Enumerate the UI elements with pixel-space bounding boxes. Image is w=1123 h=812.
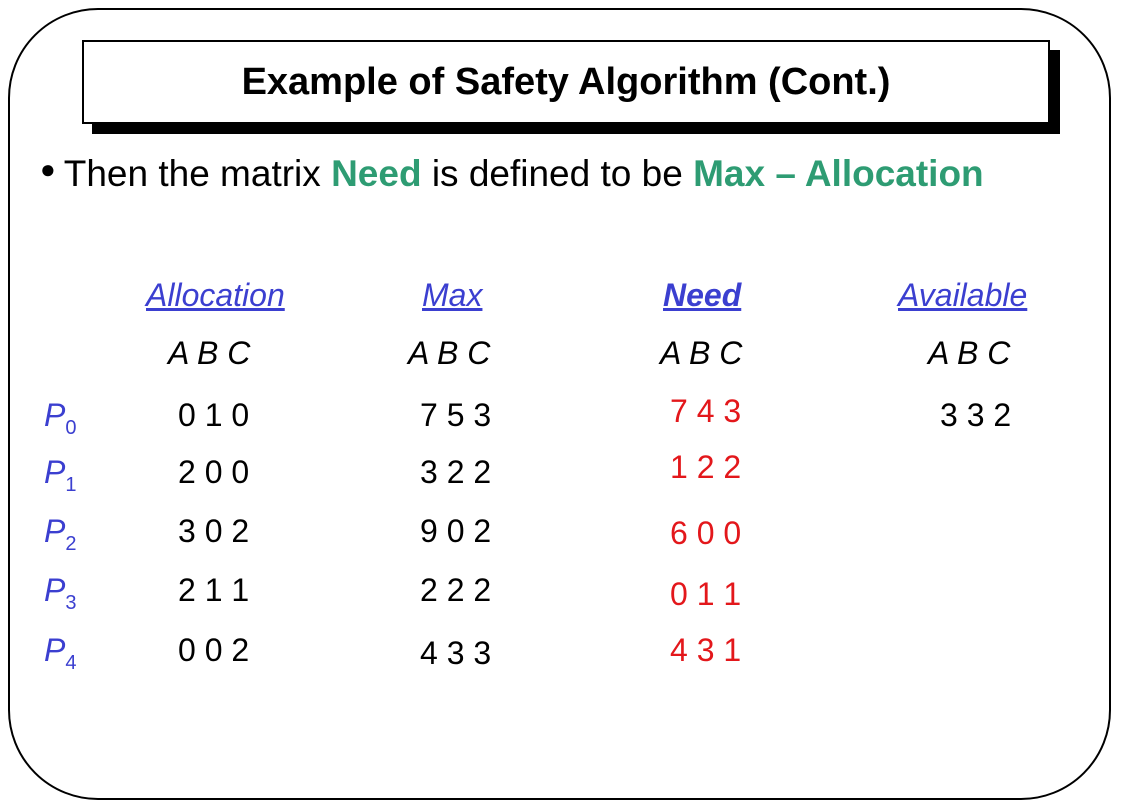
process-label: P3 <box>44 572 77 614</box>
bullet-point: ● Then the matrix Need is defined to be M… <box>40 153 984 195</box>
need-cell: 7 4 3 <box>670 393 742 429</box>
allocation-cell: 2 0 0 <box>178 454 250 490</box>
title-box: Example of Safety Algorithm (Cont.) <box>82 40 1050 124</box>
max-cell: 9 0 2 <box>420 513 492 549</box>
max-cell: 3 2 2 <box>420 454 492 490</box>
max-resources: A B C <box>408 335 491 371</box>
term-max-allocation: Max – Allocation <box>693 153 984 194</box>
need-resources: A B C <box>660 335 743 371</box>
need-cell: 1 2 2 <box>670 449 742 485</box>
need-cell: 0 1 1 <box>670 576 742 612</box>
process-label: P1 <box>44 454 77 496</box>
available-cell: 3 3 2 <box>940 397 1012 433</box>
process-label: P2 <box>44 513 77 555</box>
header-need: Need <box>663 277 742 313</box>
bullet-prefix: Then the matrix <box>63 153 332 194</box>
max-cell: 2 2 2 <box>420 572 492 608</box>
bullet-icon: ● <box>40 154 56 184</box>
allocation-cell: 0 1 0 <box>178 397 250 433</box>
bullet-middle: is defined to be <box>421 153 694 194</box>
available-resources: A B C <box>928 335 1011 371</box>
header-max: Max <box>422 277 483 313</box>
allocation-cell: 0 0 2 <box>178 632 250 668</box>
process-label: P4 <box>44 632 77 674</box>
allocation-cell: 3 0 2 <box>178 513 250 549</box>
max-cell: 4 3 3 <box>420 635 492 671</box>
allocation-cell: 2 1 1 <box>178 572 250 608</box>
need-cell: 4 3 1 <box>670 632 742 668</box>
need-cell: 6 0 0 <box>670 515 742 551</box>
term-need: Need <box>331 153 422 194</box>
process-label: P0 <box>44 397 77 439</box>
header-allocation: Allocation <box>146 277 285 313</box>
header-available: Available <box>898 277 1028 313</box>
allocation-resources: A B C <box>168 335 251 371</box>
slide-title: Example of Safety Algorithm (Cont.) <box>241 60 891 103</box>
max-cell: 7 5 3 <box>420 397 492 433</box>
slide-frame <box>8 8 1111 800</box>
